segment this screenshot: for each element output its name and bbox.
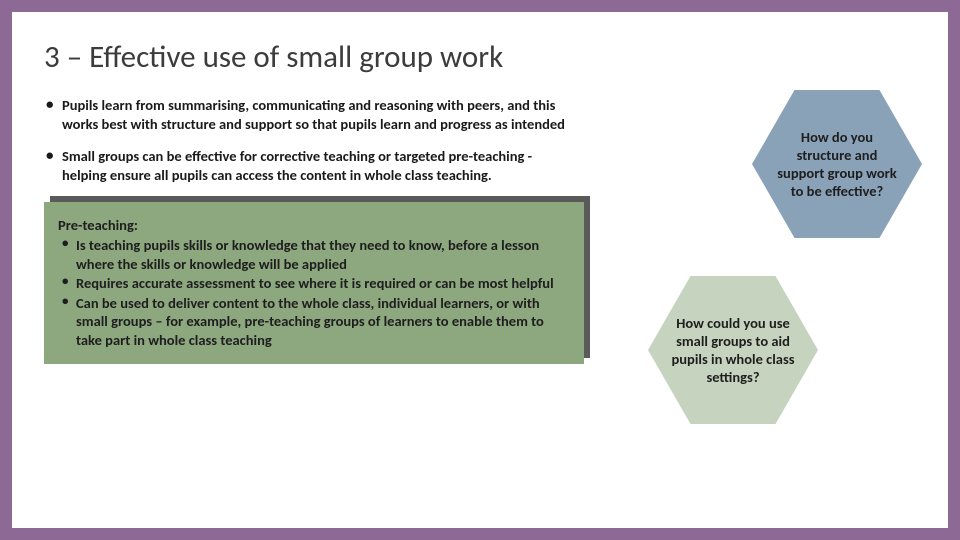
slide-title: 3 – Effective use of small group work	[44, 38, 916, 76]
slide: 3 – Effective use of small group work Pu…	[12, 12, 948, 528]
box-bullet-item: Is teaching pupils skills or knowledge t…	[58, 236, 568, 273]
bullet-text-bold: pre-teaching	[449, 147, 525, 165]
content-area: Pupils learn from summarising, communica…	[44, 96, 916, 364]
bullet-text-pre: Small groups can be effective for correc…	[62, 147, 449, 165]
hexagon-text: How could you use small groups to aid pu…	[670, 314, 796, 387]
box-bullet-item: Requires accurate assessment to see wher…	[58, 274, 568, 293]
hexagon-text: How do you structure and support group w…	[774, 128, 900, 201]
box-bullet-item: Can be used to deliver content to the wh…	[58, 294, 568, 350]
left-column: Pupils learn from summarising, communica…	[44, 96, 573, 364]
bullet-item: Small groups can be effective for correc…	[44, 147, 573, 184]
bullet-text-post: so that pupils learn and progress as int…	[292, 115, 565, 133]
bullet-item: Pupils learn from summarising, communica…	[44, 96, 573, 133]
right-column: How do you structure and support group w…	[591, 96, 916, 364]
question-hexagon-1: How do you structure and support group w…	[752, 90, 922, 238]
preteaching-box: Pre-teaching: Is teaching pupils skills …	[44, 202, 584, 364]
box-heading: Pre-teaching:	[58, 216, 568, 234]
question-hexagon-2: How could you use small groups to aid pu…	[648, 276, 818, 424]
main-bullet-list: Pupils learn from summarising, communica…	[44, 96, 573, 184]
bullet-text-bold: structure and support	[161, 115, 292, 133]
box-bullet-list: Is teaching pupils skills or knowledge t…	[58, 236, 568, 349]
